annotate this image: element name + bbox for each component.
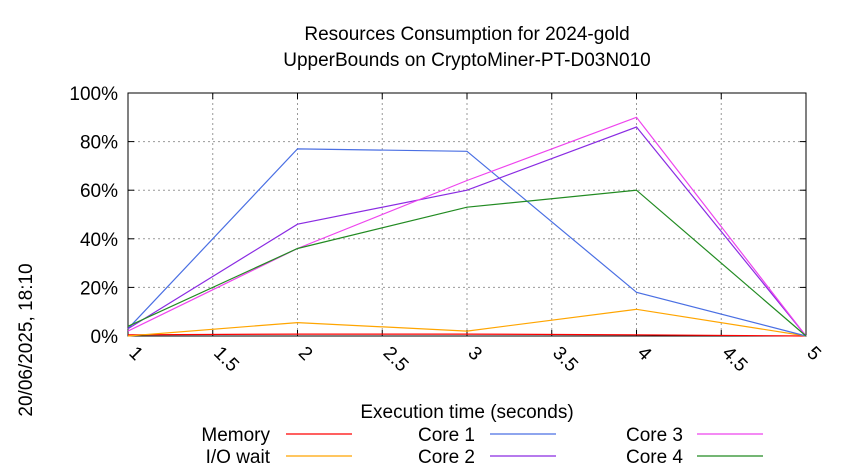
x-tick-label: 3 [463,343,485,365]
y-axis: 0% 20% 40% 60% 80% 100% [69,84,806,348]
legend-label-i-o-wait: I/O wait [206,447,271,468]
y-tick-label: 100% [69,84,118,105]
x-tick-label: 2.5 [379,343,413,377]
legend-label-core-1: Core 1 [418,425,475,446]
chart-title: Resources Consumption for 2024-gold Uppe… [283,24,651,71]
series-line-core-2 [127,126,807,337]
side-timestamp: 20/06/2025, 18:10 [16,263,37,416]
series-line-i-o-wait [127,308,807,337]
y-tick-label: 80% [80,133,118,154]
x-tick-label: 4 [633,343,656,366]
x-tick-label: 4.5 [718,343,752,377]
x-tick-label: 5 [802,343,824,365]
y-tick-label: 20% [80,278,118,299]
legend-label-core-3: Core 3 [626,425,683,446]
series-line-core-1 [127,148,807,337]
chart-title-line-1: Resources Consumption for 2024-gold [304,24,629,45]
x-tick-label: 1.5 [209,343,243,377]
series-line-memory [127,333,807,337]
legend-label-memory: Memory [201,425,270,446]
y-tick-label: 40% [80,230,118,251]
x-axis-label: Execution time (seconds) [360,402,573,423]
grid [128,93,806,336]
x-tick-label: 3.5 [548,343,582,377]
x-tick-label: 2 [294,343,316,365]
chart-title-line-2: UpperBounds on CryptoMiner-PT-D03N010 [283,50,651,71]
plot-lines [127,116,807,337]
legend-label-core-2: Core 2 [418,447,475,468]
series-line-core-3 [127,116,807,337]
y-tick-label: 0% [91,327,119,348]
legend-label-core-4: Core 4 [626,447,683,468]
y-tick-label: 60% [80,181,118,202]
series-line-core-4 [127,189,807,337]
x-tick-label: 1 [124,343,146,365]
